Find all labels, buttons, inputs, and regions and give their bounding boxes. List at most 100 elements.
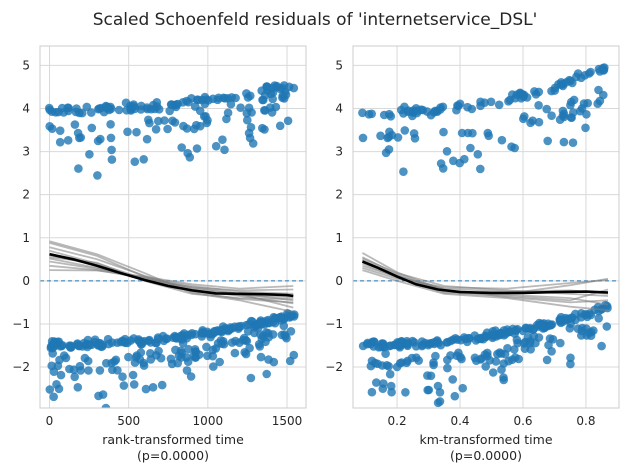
residual-point [178,338,188,348]
residual-point [285,356,295,366]
residual-point [519,339,529,348]
residual-point [568,138,578,147]
residual-point [259,95,268,105]
residual-point [173,99,182,109]
residual-point [566,100,575,110]
residual-point [411,342,421,351]
residual-point [70,120,80,129]
residual-point [192,144,202,153]
residual-point [599,66,608,75]
residual-point [466,143,475,153]
residual-point [216,336,226,345]
residual-point [184,344,193,354]
x-tick-label: 500 [117,414,140,428]
residual-point [121,98,131,108]
axes-frame [39,45,307,409]
residual-point [439,127,448,137]
residual-point [381,148,391,158]
residual-point [277,330,287,340]
residual-point [463,128,473,138]
residual-point [55,137,65,147]
x-tick-label: 0.4 [450,414,469,428]
residual-point [514,354,523,364]
bootstrap-lowess-line [362,257,609,297]
residual-point [455,99,465,109]
residual-point [402,358,411,368]
residual-point [141,384,151,394]
y-tick-label: 0 [335,274,343,288]
residual-point [231,336,240,346]
residual-point [230,348,240,358]
residual-point [234,322,244,332]
residual-point [358,133,368,143]
residual-point [101,101,111,111]
residual-point [399,167,408,176]
residual-point [434,338,443,348]
y-tick-label: 4 [22,101,30,115]
residual-point [594,85,603,95]
residual-point [279,321,289,331]
residual-point [195,106,205,116]
bootstrap-lowess-line [49,269,294,290]
y-tick-label: −1 [325,317,343,331]
y-tick-label: −2 [325,360,343,374]
residual-point [139,361,149,370]
residual-point [185,153,195,162]
residual-point [87,123,97,133]
residual-point [211,141,221,151]
residual-point [124,352,133,362]
residual-point [209,362,218,371]
residual-point [458,383,468,393]
residual-point [547,111,556,120]
residual-point [243,327,253,336]
residual-point [431,351,440,361]
residual-point [50,342,59,351]
residual-point [167,359,177,369]
residual-point [387,130,397,140]
residual-point [481,332,491,342]
residual-point [72,340,82,349]
residual-point [128,370,138,380]
residual-point [367,387,377,397]
residual-point [236,103,245,112]
lowess-fit-line [49,252,294,298]
residual-point [382,361,392,370]
residual-point [163,124,172,134]
residual-point [191,329,200,339]
residual-point [594,314,603,323]
residual-point [494,100,504,110]
residual-point [505,327,514,336]
p-value-label: (p=0.0000) [137,448,209,463]
residual-point [45,385,55,394]
residual-point [179,121,188,131]
residual-point [129,380,139,389]
residual-point [87,340,96,350]
residual-point [550,86,559,95]
y-tick-label: 0 [22,274,30,288]
residual-point [85,150,94,159]
residual-point [507,142,516,151]
residual-point [177,143,186,152]
residual-point [511,325,521,335]
residual-point [287,310,297,320]
y-tick-label: 3 [22,145,30,159]
residual-point [508,90,517,99]
residual-point [231,93,240,103]
residual-point [548,335,558,344]
residual-point [286,327,296,336]
residual-point [586,310,596,320]
residual-point [443,363,452,373]
residual-point [191,347,200,356]
residual-point [260,125,269,134]
residual-point [460,154,469,164]
residual-point [55,126,65,135]
residual-point [80,353,90,363]
residual-point [409,129,419,138]
residual-point [94,104,104,113]
residual-point [454,348,463,358]
residual-point [372,378,381,387]
bootstrap-lowess-line [362,269,609,312]
residual-point [129,100,138,109]
residual-point [243,115,252,125]
